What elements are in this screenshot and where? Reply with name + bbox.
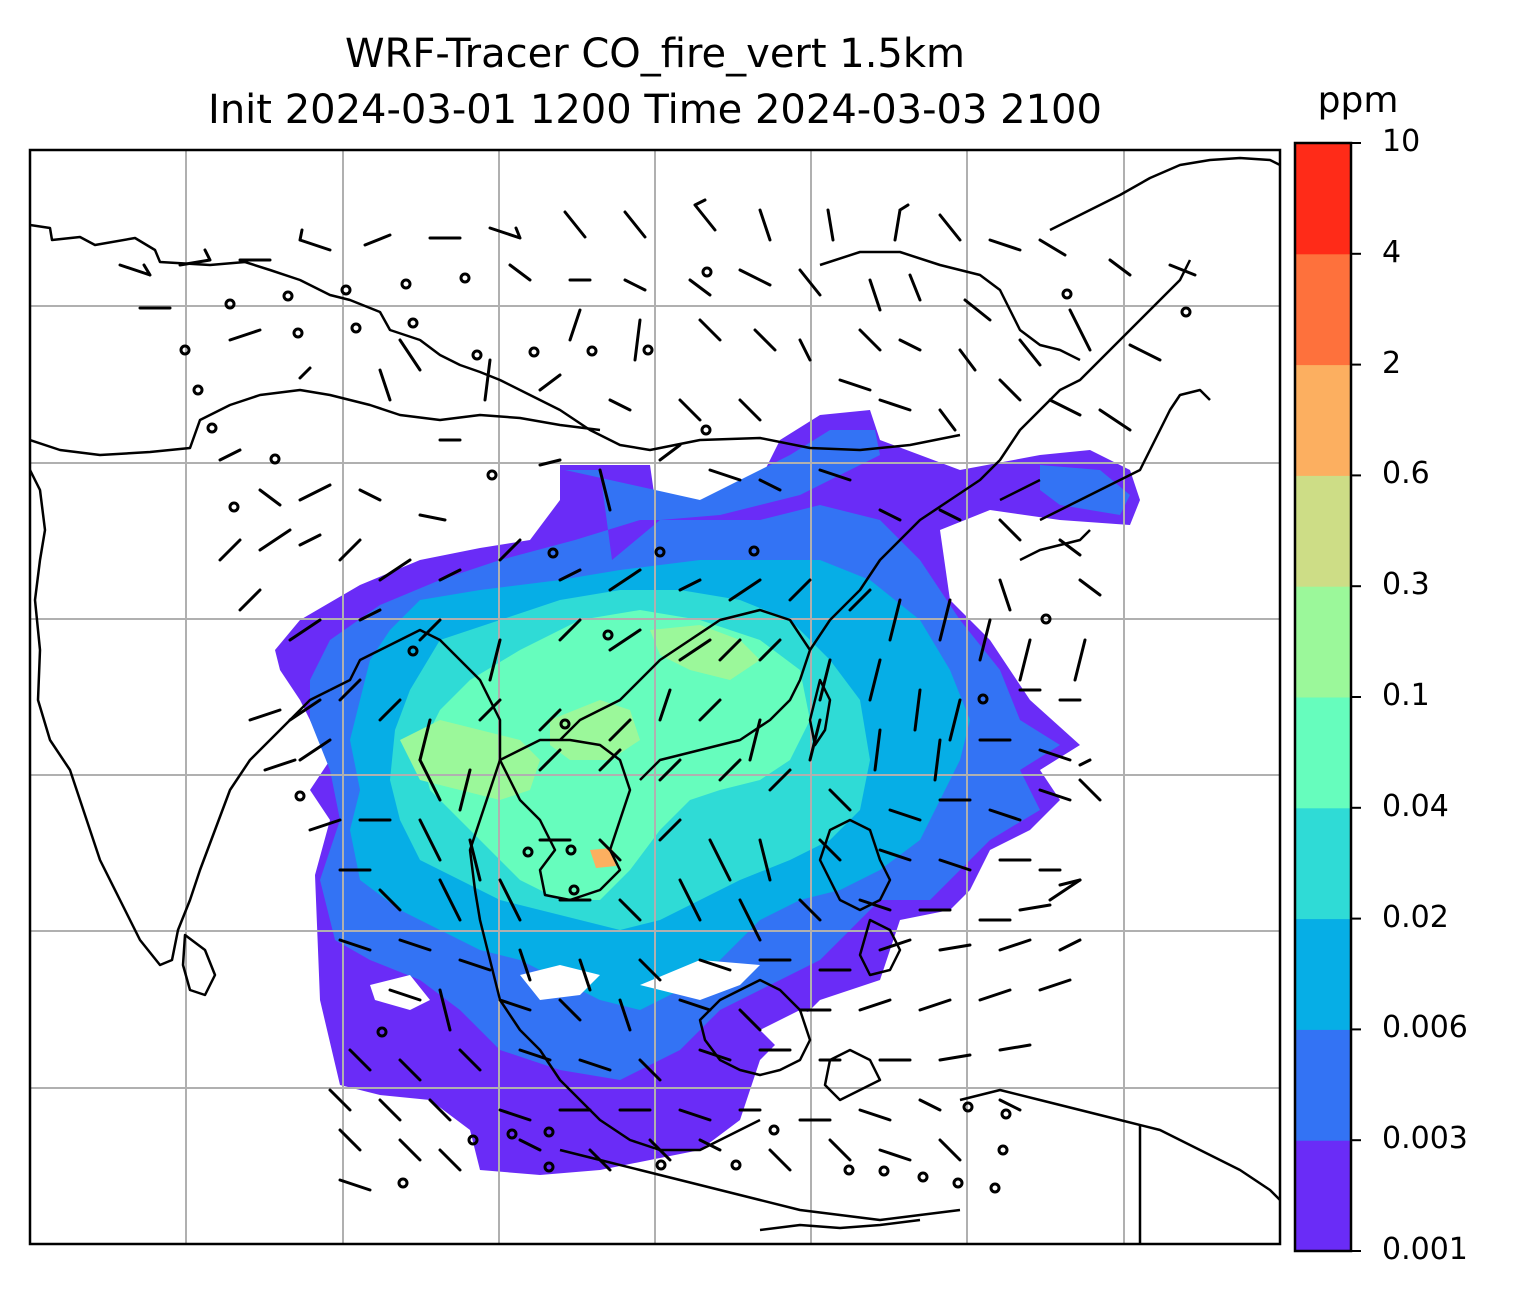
colorbar-segment [1295, 1140, 1351, 1252]
colorbar-segment [1295, 697, 1351, 809]
wind-barbs [118, 198, 1197, 1192]
coastline-bay-of-bengal [329, 628, 761, 1152]
coastline-china-east [808, 259, 1192, 651]
colorbar-tick-label: 10 [1382, 124, 1421, 159]
coastline-srilanka [181, 933, 217, 997]
coastline-north [30, 223, 961, 452]
tracer-field [275, 410, 1140, 1175]
colorbar [1293, 141, 1361, 1253]
coastline-indochina [498, 608, 812, 902]
map-frame [28, 148, 1282, 1246]
colorbar-tick-label: 0.1 [1382, 678, 1430, 713]
coastline-borneo-sulawesi [698, 978, 882, 1102]
coastline-philippines [818, 818, 902, 977]
coastline-new-guinea [959, 1088, 1280, 1244]
coastline-himalaya [30, 388, 601, 457]
colorbar-segment [1295, 475, 1351, 587]
chart-title-line2: Init 2024-03-01 1200 Time 2024-03-03 210… [208, 87, 1102, 133]
colorbar-tick-label: 0.3 [1382, 567, 1430, 603]
plume-level-5 [400, 625, 760, 800]
colorbar-segment [1295, 586, 1351, 698]
calm-wind-markers [179, 266, 1192, 1194]
colorbar-segment [1295, 253, 1351, 366]
coastline-northeast [1049, 156, 1280, 232]
colorbar-tick-label: 4 [1382, 234, 1402, 270]
coastline-mongolia-border [819, 250, 1081, 362]
colorbar-segment [1295, 143, 1351, 255]
colorbar-tick-label: 0.006 [1382, 1010, 1468, 1046]
coastlines [30, 156, 1280, 1244]
colorbar-segment [1295, 1029, 1351, 1141]
colorbar-segment [1295, 364, 1351, 476]
colorbar-segment [1295, 807, 1351, 920]
coastline-taiwan [808, 678, 832, 747]
colorbar-tick-label: 0.04 [1382, 788, 1449, 824]
plume-gap [370, 960, 840, 1090]
chart-title-line1: WRF-Tracer CO_fire_vert 1.5km [344, 31, 966, 77]
gridlines [30, 150, 1280, 1244]
colorbar-tick-label: 0.003 [1382, 1121, 1468, 1157]
colorbar-tick-label: 2 [1382, 345, 1402, 381]
colorbar-tick-label: 0.001 [1382, 1232, 1468, 1267]
coastline-korea-japan [999, 388, 1211, 562]
coastline-india [30, 469, 331, 967]
plume-level-7 [590, 848, 616, 868]
colorbar-segment [1295, 918, 1351, 1030]
coastline-indonesia-south [559, 1148, 961, 1232]
colorbar-unit-label: ppm [1317, 80, 1399, 121]
colorbar-tick-label: 0.02 [1382, 899, 1449, 935]
colorbar-tick-label: 0.6 [1382, 456, 1430, 492]
